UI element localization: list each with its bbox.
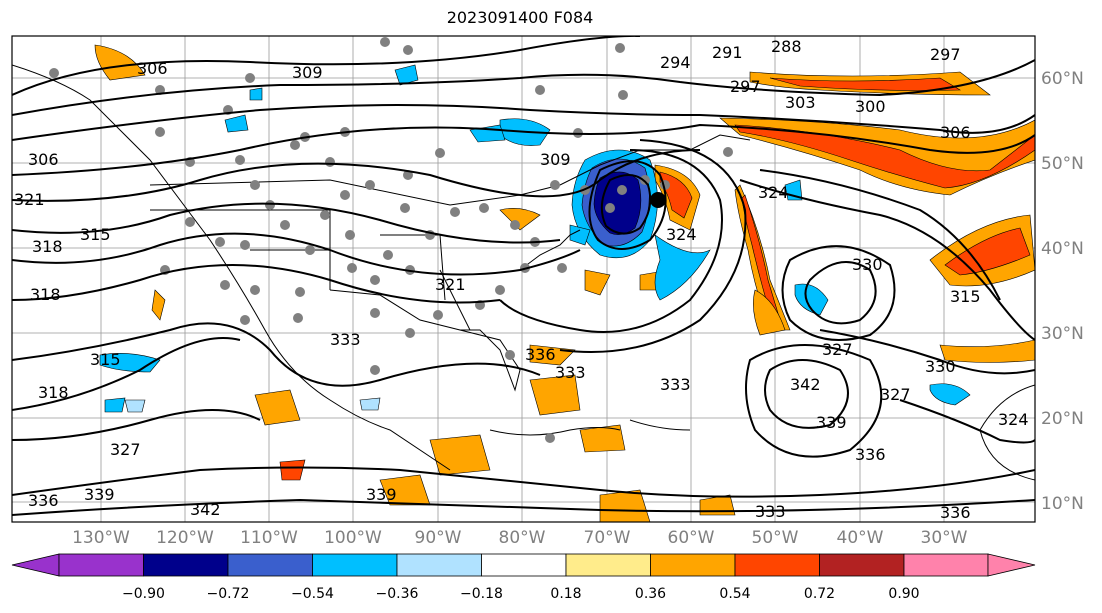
contour-label: 297 xyxy=(730,77,761,96)
contour-label: 324 xyxy=(758,183,789,202)
contour-label: 333 xyxy=(755,502,786,521)
contour-label: 339 xyxy=(84,485,115,504)
colorbar-tick-label: −0.90 xyxy=(122,586,165,602)
lon-label: 80°W xyxy=(499,528,546,548)
contour-labels: 306 309 291 288 294 297 297 303 300 306 … xyxy=(14,37,1029,522)
colorbar-segment xyxy=(734,553,820,577)
colorbar-tick-label: −0.54 xyxy=(291,586,334,602)
contour-label: 336 xyxy=(855,445,886,464)
lon-label: 70°W xyxy=(584,528,631,548)
contour-label: 336 xyxy=(525,345,556,364)
map-title: 2023091400 F084 xyxy=(446,8,594,27)
lon-label: 90°W xyxy=(415,528,462,548)
colorbar xyxy=(11,553,1036,577)
lat-label-20n: 20°N xyxy=(1041,409,1084,429)
lon-label: 30°W xyxy=(921,528,968,548)
contour-lines xyxy=(12,36,1035,516)
colorbar-segment xyxy=(227,553,313,577)
lat-label-60n: 60°N xyxy=(1041,69,1084,89)
colorbar-ticks: −0.90 −0.72 −0.54 −0.36 −0.18 0.18 0.36 … xyxy=(122,586,920,602)
colorbar-segment xyxy=(11,553,60,577)
contour-label: 327 xyxy=(110,440,141,459)
contour-label: 309 xyxy=(540,150,571,169)
lat-label-10n: 10°N xyxy=(1041,494,1084,514)
contour-label: 342 xyxy=(190,500,221,519)
colorbar-segment xyxy=(481,553,567,577)
map-frame xyxy=(11,35,1036,523)
coastlines xyxy=(12,64,1035,481)
lat-label-40n: 40°N xyxy=(1041,239,1084,259)
contour-label: 297 xyxy=(930,45,961,64)
contour-label: 327 xyxy=(822,340,853,359)
colorbar-segment xyxy=(58,553,144,577)
colorbar-segment xyxy=(903,553,989,577)
contour-label: 333 xyxy=(330,330,361,349)
colorbar-tick-label: 0.54 xyxy=(719,586,750,602)
contour-label: 330 xyxy=(852,255,883,274)
contour-label: 342 xyxy=(790,375,821,394)
contour-label: 324 xyxy=(666,225,697,244)
lon-label: 60°W xyxy=(668,528,715,548)
colorbar-segment xyxy=(396,553,482,577)
contour-label: 324 xyxy=(998,410,1029,429)
contour-label: 318 xyxy=(30,285,61,304)
lon-label: 40°W xyxy=(837,528,884,548)
lon-label: 110°W xyxy=(240,528,298,548)
contour-label: 318 xyxy=(38,383,69,402)
longitude-labels: 130°W 120°W 110°W 100°W 90°W 80°W 70°W 6… xyxy=(72,528,968,548)
contour-label: 321 xyxy=(14,190,45,209)
lat-label-30n: 30°N xyxy=(1041,324,1084,344)
colorbar-tick-label: 0.72 xyxy=(804,586,835,602)
contour-label: 339 xyxy=(816,413,847,432)
colorbar-segment xyxy=(650,553,736,577)
contour-label: 306 xyxy=(28,150,59,169)
colorbar-segment xyxy=(565,553,651,577)
contour-label: 294 xyxy=(660,53,691,72)
colorbar-tick-label: 0.90 xyxy=(888,586,919,602)
contour-label: 336 xyxy=(28,491,59,510)
contour-label: 291 xyxy=(712,43,743,62)
station-markers xyxy=(49,37,733,443)
lat-label-50n: 50°N xyxy=(1041,154,1084,174)
colorbar-segment xyxy=(143,553,229,577)
contour-label: 288 xyxy=(771,37,802,56)
contour-label: 333 xyxy=(660,375,691,394)
contour-label: 339 xyxy=(366,485,397,504)
contour-label: 330 xyxy=(925,357,956,376)
contour-label: 315 xyxy=(90,350,121,369)
latitude-labels: 60°N 50°N 40°N 30°N 20°N 10°N xyxy=(1041,69,1084,514)
colorbar-segment xyxy=(312,553,398,577)
lon-label: 130°W xyxy=(72,528,130,548)
contour-label: 306 xyxy=(940,123,971,142)
colorbar-segment xyxy=(819,553,905,577)
contour-label: 315 xyxy=(950,287,981,306)
contour-label: 318 xyxy=(32,237,63,256)
contour-label: 315 xyxy=(80,225,111,244)
contour-label: 327 xyxy=(880,385,911,404)
contour-label: 309 xyxy=(292,63,323,82)
colorbar-tick-label: 0.36 xyxy=(635,586,666,602)
low-center-marker xyxy=(650,192,666,208)
colorbar-segment xyxy=(987,553,1036,577)
lon-label: 50°W xyxy=(752,528,799,548)
contour-label: 306 xyxy=(137,59,168,78)
colorbar-tick-label: −0.72 xyxy=(207,586,250,602)
contour-label: 333 xyxy=(555,363,586,382)
shading-positive xyxy=(94,44,1035,522)
lon-label: 120°W xyxy=(156,528,214,548)
contour-label: 336 xyxy=(940,503,971,522)
contour-label: 300 xyxy=(855,97,886,116)
lon-label: 100°W xyxy=(324,528,382,548)
colorbar-tick-label: −0.36 xyxy=(376,586,419,602)
map-panel: 306 309 291 288 294 297 297 303 300 306 … xyxy=(12,36,1035,522)
contour-label: 321 xyxy=(435,275,466,294)
colorbar-tick-label: 0.18 xyxy=(550,586,581,602)
colorbar-tick-label: −0.18 xyxy=(460,586,503,602)
contour-label: 303 xyxy=(785,93,816,112)
